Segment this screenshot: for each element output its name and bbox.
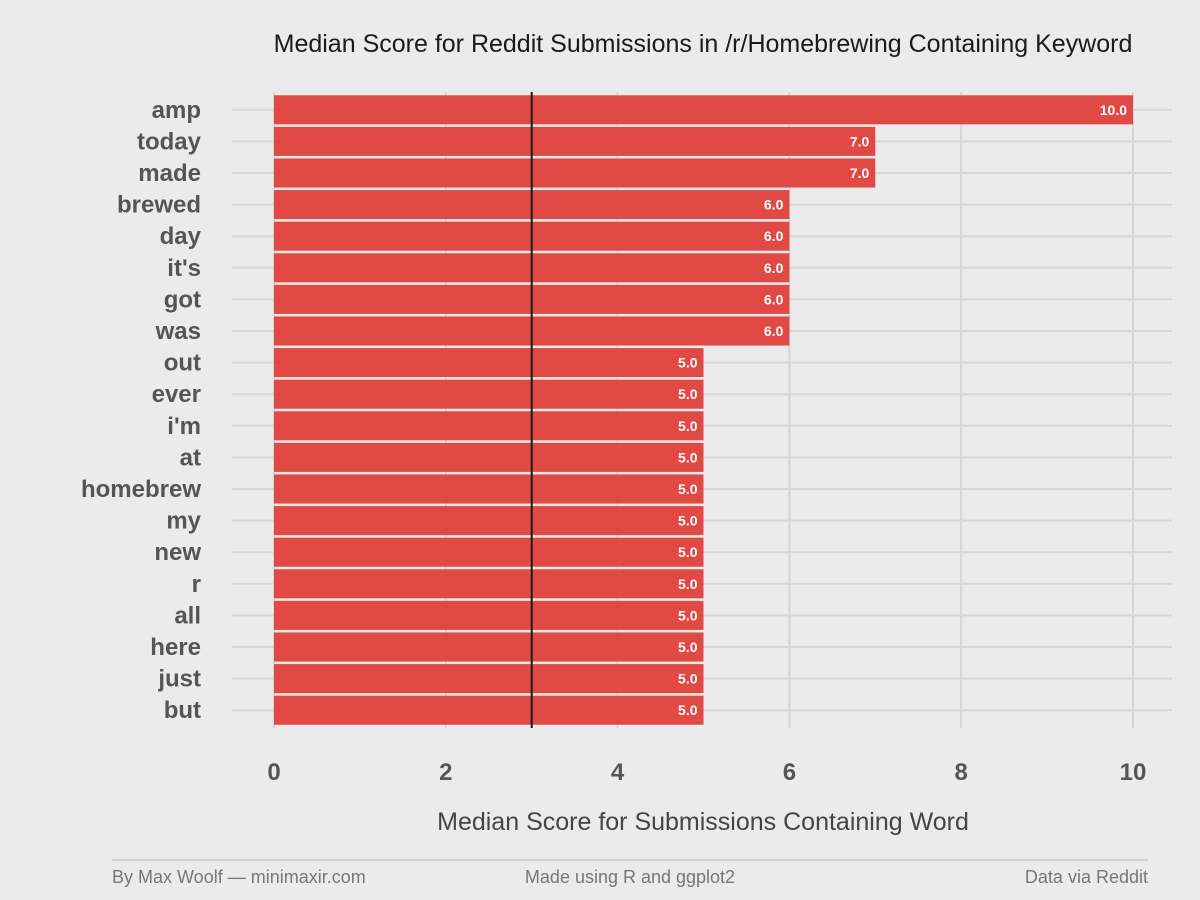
bar [274,569,704,599]
value-label: 5.0 [678,639,698,655]
footer-author: By Max Woolf — minimaxir.com [112,867,366,887]
bar [274,348,704,378]
y-axis-label: was [155,318,201,345]
y-axis-label: brewed [117,192,201,219]
value-label: 6.0 [764,228,784,244]
y-axis-label: ever [152,381,201,408]
x-tick-label: 10 [1120,759,1147,786]
bar [274,95,1133,125]
bar [274,158,876,188]
value-label: 5.0 [678,513,698,529]
bar [274,537,704,567]
bar [274,442,704,472]
value-label: 5.0 [678,576,698,592]
value-labels: 10.0 7.0 7.0 6.0 6.0 6.0 6.0 6.0 5.0 5.0 5.0 5.0 5.0… [678,102,1127,718]
value-label: 5.0 [678,481,698,497]
y-axis-label: made [138,160,201,187]
bar [274,664,704,694]
y-axis-labels: amp today made brewed day it's got was out ever i'… [81,97,202,724]
y-axis-label: but [164,697,201,724]
y-axis-label: just [157,666,201,693]
y-axis-label: my [166,508,201,535]
value-label: 5.0 [678,671,698,687]
x-tick-label: 6 [783,759,796,786]
y-axis-label: today [137,128,202,155]
y-axis-label: r [192,571,201,598]
value-label: 5.0 [678,544,698,560]
value-label: 5.0 [678,449,698,465]
footer-tools: Made using R and ggplot2 [525,867,735,887]
x-tick-label: 4 [611,759,625,786]
bar [274,126,876,156]
bars [274,95,1133,725]
value-label: 7.0 [850,165,870,181]
y-axis-label: got [164,286,201,313]
value-label: 6.0 [764,323,784,339]
bar [274,379,704,409]
y-axis-label: it's [167,255,201,282]
value-label: 10.0 [1100,102,1127,118]
x-tick-label: 2 [439,759,452,786]
y-axis-label: at [180,444,201,471]
x-axis-ticks: 0 2 4 6 8 10 [267,759,1146,786]
bar [274,474,704,504]
value-label: 6.0 [764,260,784,276]
bar [274,632,704,662]
value-label: 6.0 [764,197,784,213]
value-label: 5.0 [678,418,698,434]
x-tick-label: 0 [267,759,280,786]
bar [274,506,704,536]
footer-source: Data via Reddit [1025,867,1148,887]
x-axis-title: Median Score for Submissions Containing … [437,808,969,836]
value-label: 7.0 [850,133,870,149]
y-axis-label: homebrew [81,476,201,503]
value-label: 5.0 [678,355,698,371]
y-axis-label: out [164,350,201,377]
bar [274,411,704,441]
value-label: 5.0 [678,386,698,402]
x-tick-label: 8 [955,759,968,786]
y-axis-label: day [160,223,202,250]
y-axis-label: here [150,634,201,661]
value-label: 5.0 [678,607,698,623]
y-axis-label: new [154,539,201,566]
value-label: 6.0 [764,291,784,307]
y-axis-label: i'm [167,413,201,440]
bar [274,695,704,725]
value-label: 5.0 [678,702,698,718]
chart-title: Median Score for Reddit Submissions in /… [274,30,1133,58]
y-axis-label: amp [152,97,201,124]
bar [274,600,704,630]
y-axis-label: all [174,602,201,629]
